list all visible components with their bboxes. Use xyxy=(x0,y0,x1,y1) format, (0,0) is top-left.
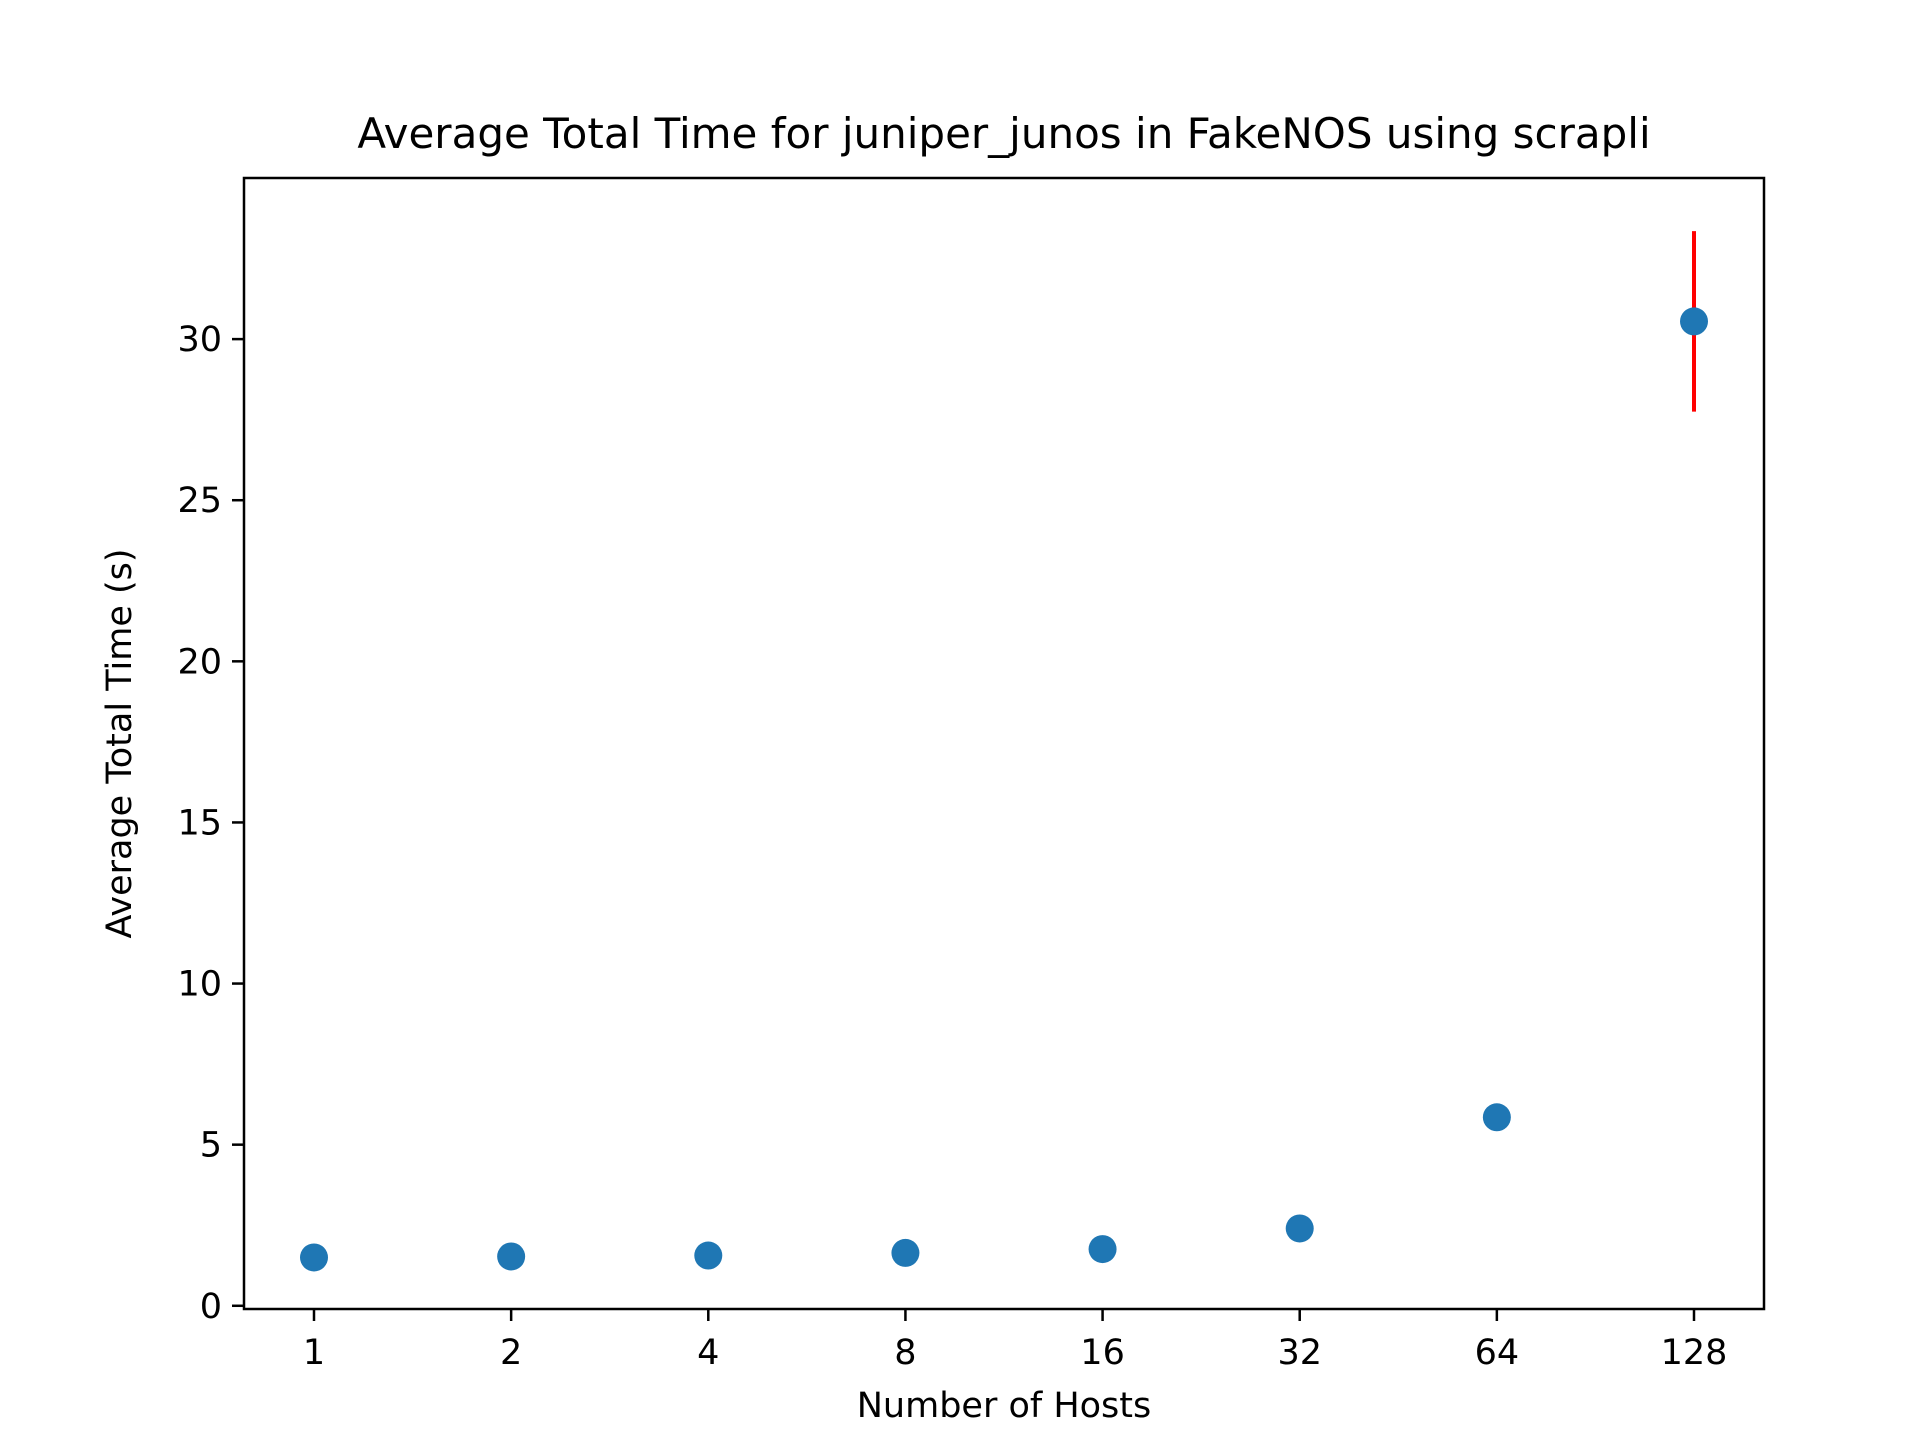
data-point xyxy=(1088,1235,1117,1264)
y-tick-label: 15 xyxy=(177,803,222,843)
x-tick-label: 2 xyxy=(500,1333,522,1373)
x-tick-label: 16 xyxy=(1080,1333,1125,1373)
x-tick-label: 1 xyxy=(303,1333,325,1373)
data-point xyxy=(891,1238,920,1267)
data-point xyxy=(1680,307,1708,336)
y-tick-label: 5 xyxy=(200,1126,222,1166)
data-point xyxy=(1285,1214,1314,1243)
y-tick-label: 25 xyxy=(177,481,222,521)
plot-area-frame xyxy=(242,176,1766,1311)
axis-ticks: 1 2 4 8 16 32 64 128 0 5 10 15 20 25 30 xyxy=(177,320,1727,1373)
x-tick-label: 128 xyxy=(1661,1333,1728,1373)
x-axis-label: Number of Hosts xyxy=(857,1386,1152,1426)
y-tick-label: 30 xyxy=(177,320,222,360)
data-point xyxy=(1482,1103,1511,1132)
x-tick-label: 4 xyxy=(697,1333,719,1373)
y-tick-label: 10 xyxy=(177,965,222,1005)
chart-title: Average Total Time for juniper_junos in … xyxy=(357,109,1650,158)
data-point xyxy=(300,1243,328,1272)
data-point xyxy=(694,1241,723,1270)
x-tick-label: 32 xyxy=(1277,1333,1322,1373)
data-point xyxy=(497,1242,526,1271)
x-tick-label: 64 xyxy=(1475,1333,1520,1373)
y-tick-label: 20 xyxy=(177,642,222,682)
y-axis-label: Average Total Time (s) xyxy=(100,548,140,938)
y-tick-label: 0 xyxy=(200,1287,222,1327)
x-tick-label: 8 xyxy=(894,1333,916,1373)
plot-marks xyxy=(300,231,1708,1272)
